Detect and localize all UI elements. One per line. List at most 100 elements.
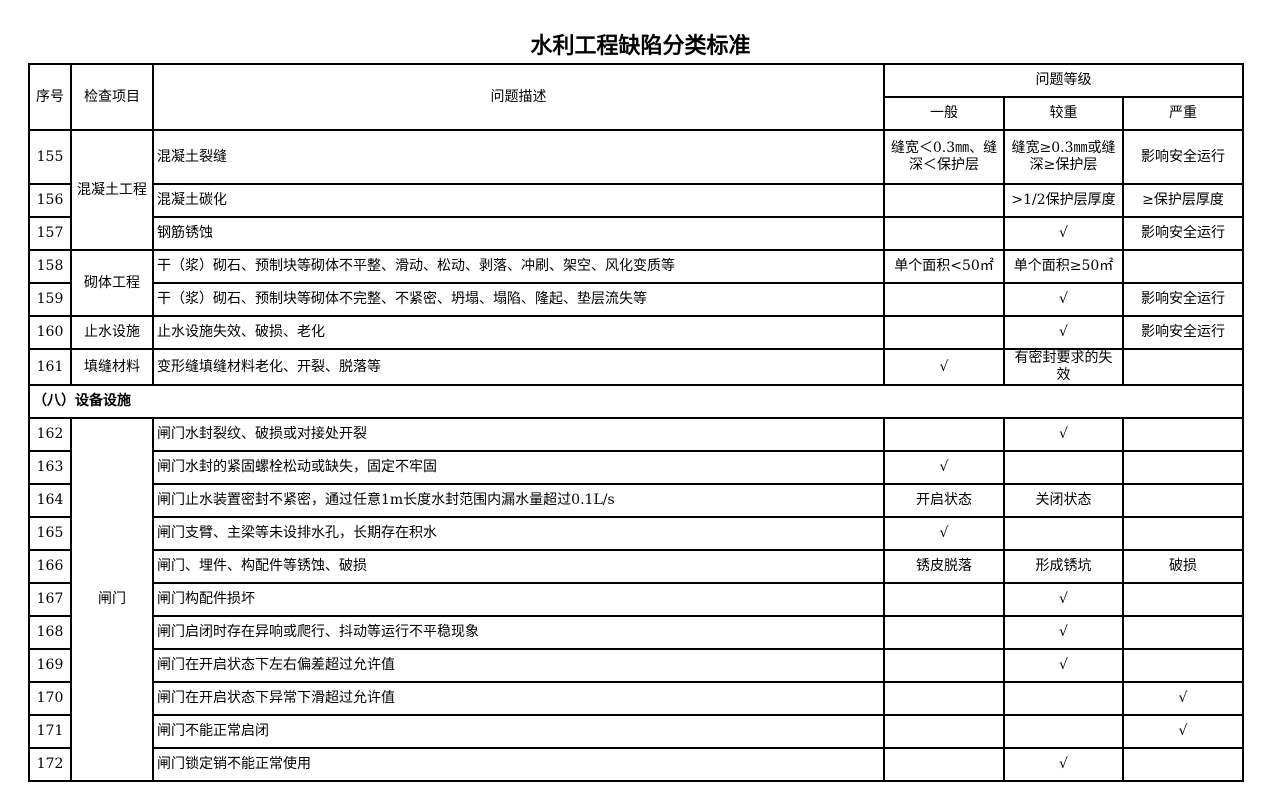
table-row: 157 钢筋锈蚀 √ 影响安全运行 <box>28 216 1245 251</box>
row-number: 169 <box>28 648 72 683</box>
row-number: 166 <box>28 549 72 584</box>
level-severe: 影响安全运行 <box>1121 315 1245 350</box>
problem-description: 闸门、埋件、构配件等锈蚀、破损 <box>152 549 885 584</box>
level-severe <box>1121 483 1245 518</box>
level-general <box>883 615 1005 650</box>
level-serious: 关闭状态 <box>1003 483 1124 518</box>
level-severe: ≥保护层厚度 <box>1121 183 1245 218</box>
level-serious: √ <box>1003 282 1124 317</box>
row-number: 170 <box>28 681 72 716</box>
table-row: 170 闸门在开启状态下异常下滑超过允许值 √ <box>28 681 1245 716</box>
level-severe <box>1121 450 1245 485</box>
check-item: 闸门 <box>70 417 154 782</box>
table-row: 168 闸门启闭时存在异响或爬行、抖动等运行不平稳现象 √ <box>28 615 1245 650</box>
level-severe: √ <box>1121 714 1245 749</box>
level-serious: √ <box>1003 315 1124 350</box>
level-general: √ <box>883 516 1005 551</box>
check-item: 填缝材料 <box>70 348 154 386</box>
row-number: 157 <box>28 216 72 251</box>
table-row: 161 填缝材料 变形缝填缝材料老化、开裂、脱落等 √ 有密封要求的失效 <box>28 348 1245 386</box>
row-number: 160 <box>28 315 72 350</box>
level-severe <box>1121 648 1245 683</box>
level-serious: 缝宽≥0.3㎜或缝深≥保护层 <box>1003 129 1124 185</box>
level-serious: √ <box>1003 216 1124 251</box>
level-serious: √ <box>1003 747 1124 782</box>
level-severe <box>1121 615 1245 650</box>
level-severe: 影响安全运行 <box>1121 129 1245 185</box>
check-item: 砌体工程 <box>70 249 154 317</box>
problem-description: 闸门构配件损坏 <box>152 582 885 617</box>
header-general: 一般 <box>883 96 1005 131</box>
level-serious <box>1003 681 1124 716</box>
table-row: 160 止水设施 止水设施失效、破损、老化 √ 影响安全运行 <box>28 315 1245 350</box>
level-serious <box>1003 714 1124 749</box>
problem-description: 干（浆）砌石、预制块等砌体不平整、滑动、松动、剥落、冲刷、架空、风化变质等 <box>152 249 885 284</box>
level-severe <box>1121 582 1245 617</box>
level-general <box>883 417 1005 452</box>
level-serious: √ <box>1003 648 1124 683</box>
table-row: 166 闸门、埋件、构配件等锈蚀、破损 锈皮脱落 形成锈坑 破损 <box>28 549 1245 584</box>
problem-description: 闸门支臂、主梁等未设排水孔，长期存在积水 <box>152 516 885 551</box>
section-row: （八）设备设施 <box>27 384 1245 419</box>
problem-description: 钢筋锈蚀 <box>152 216 885 251</box>
level-general <box>883 216 1005 251</box>
header-serious: 较重 <box>1003 96 1124 131</box>
level-serious <box>1003 450 1124 485</box>
table-row: 155 混凝土工程 混凝土裂缝 缝宽＜0.3㎜、缝深＜保护层 缝宽≥0.3㎜或缝深≥保护… <box>28 129 1245 251</box>
level-serious: 单个面积≥50㎡ <box>1003 249 1124 284</box>
problem-description: 闸门在开启状态下异常下滑超过允许值 <box>152 681 885 716</box>
page-title: 水利工程缺陷分类标准 <box>530 34 751 59</box>
header-severe: 严重 <box>1121 96 1245 131</box>
row-number: 162 <box>28 417 72 452</box>
problem-description: 干（浆）砌石、预制块等砌体不完整、不紧密、坍塌、塌陷、隆起、垫层流失等 <box>152 282 885 317</box>
problem-description: 变形缝填缝材料老化、开裂、脱落等 <box>152 348 885 386</box>
level-serious: >1/2保护层厚度 <box>1003 183 1124 218</box>
row-number: 164 <box>28 483 72 518</box>
row-number: 167 <box>28 582 72 617</box>
row-number: 156 <box>28 183 72 218</box>
level-serious: 形成锈坑 <box>1003 549 1124 584</box>
problem-description: 混凝土碳化 <box>152 183 885 218</box>
table-row: 169 闸门在开启状态下左右偏差超过允许值 √ <box>28 648 1245 683</box>
defect-table: 序号 检查项目 问题描述 问题等级 一般 较重 严重 155 混凝土工程 混凝土裂缝… <box>27 63 1245 782</box>
check-item: 止水设施 <box>70 315 154 350</box>
row-number: 161 <box>28 348 72 386</box>
table-row: 163 闸门水封的紧固螺栓松动或缺失，固定不牢固 √ <box>28 450 1245 485</box>
table-row: 159 干（浆）砌石、预制块等砌体不完整、不紧密、坍塌、塌陷、隆起、垫层流失等 √ 影… <box>28 282 1245 317</box>
row-number: 159 <box>28 282 72 317</box>
level-serious: √ <box>1003 615 1124 650</box>
header-no: 序号 <box>28 63 72 131</box>
table-row: 172 闸门锁定销不能正常使用 √ <box>28 747 1245 782</box>
table-row: 156 混凝土碳化 >1/2保护层厚度 ≥保护层厚度 <box>28 183 1245 218</box>
level-serious: √ <box>1003 417 1124 452</box>
level-serious: √ <box>1003 582 1124 617</box>
level-general: 缝宽＜0.3㎜、缝深＜保护层 <box>883 129 1005 185</box>
level-general: √ <box>883 450 1005 485</box>
level-severe <box>1121 417 1245 452</box>
section-heading: （八）设备设施 <box>27 384 1245 419</box>
level-general: 单个面积<50㎡ <box>883 249 1005 284</box>
problem-description: 止水设施失效、破损、老化 <box>152 315 885 350</box>
level-general <box>883 582 1005 617</box>
table-row: 162 闸门 闸门水封裂纹、破损或对接处开裂 √ <box>28 417 1245 782</box>
row-number: 171 <box>28 714 72 749</box>
table-row: 171 闸门不能正常启闭 √ <box>28 714 1245 749</box>
row-number: 172 <box>28 747 72 782</box>
problem-description: 闸门不能正常启闭 <box>152 714 885 749</box>
table-row: 158 砌体工程 干（浆）砌石、预制块等砌体不平整、滑动、松动、剥落、冲刷、架空、风… <box>28 249 1245 317</box>
level-general <box>883 282 1005 317</box>
level-general <box>883 183 1005 218</box>
problem-description: 混凝土裂缝 <box>152 129 885 185</box>
row-number: 168 <box>28 615 72 650</box>
level-severe: 破损 <box>1121 549 1245 584</box>
level-severe: 影响安全运行 <box>1121 282 1245 317</box>
level-general: 锈皮脱落 <box>883 549 1005 584</box>
problem-description: 闸门止水装置密封不紧密，通过任意1m长度水封范围内漏水量超过0.1L/s <box>152 483 885 518</box>
row-number: 163 <box>28 450 72 485</box>
table-row: 167 闸门构配件损坏 √ <box>28 582 1245 617</box>
level-general <box>883 648 1005 683</box>
level-general <box>883 315 1005 350</box>
level-serious: 有密封要求的失效 <box>1003 348 1124 386</box>
problem-description: 闸门锁定销不能正常使用 <box>152 747 885 782</box>
problem-description: 闸门水封的紧固螺栓松动或缺失，固定不牢固 <box>152 450 885 485</box>
